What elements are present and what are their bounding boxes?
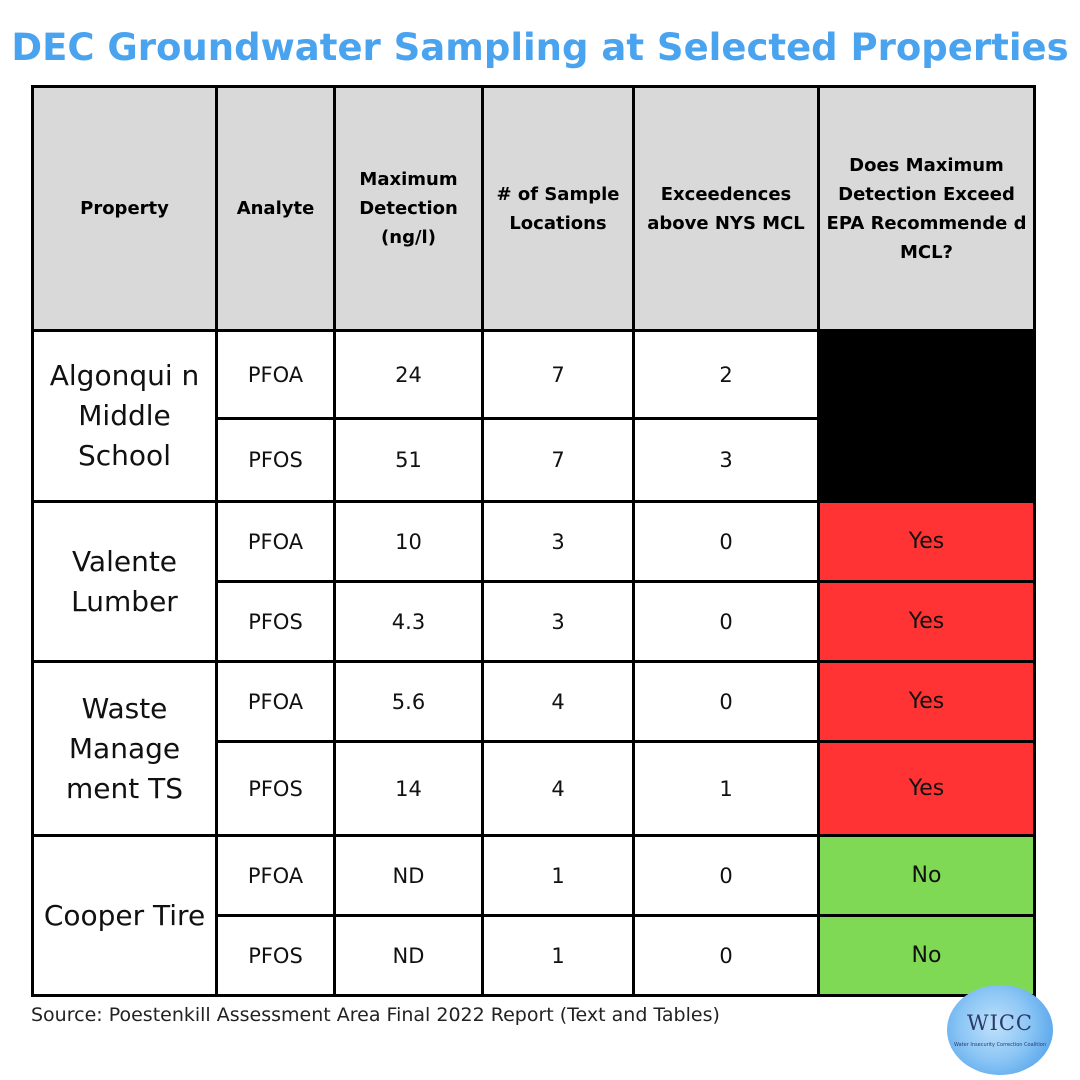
exceedences-cell: 0 [632,500,820,583]
property-cell: Waste Manage ment TS [31,660,218,837]
page-title: DEC Groundwater Sampling at Selected Pro… [11,26,1069,69]
max-detection-cell: 24 [333,329,484,420]
sample-locations-cell: 3 [481,580,635,663]
header-analyte: Analyte [215,85,336,332]
table-row: PFOS 14 4 1 Yes [33,740,1036,837]
table-row: PFOS ND 1 0 No [33,914,1036,997]
epa-exceed-cell: No [817,834,1036,917]
exceedences-cell: 1 [632,740,820,837]
epa-exceed-cell: No [817,914,1036,997]
sample-locations-cell: 3 [481,500,635,583]
property-cell: Cooper Tire [31,834,218,997]
table-row: Cooper Tire PFOA ND 1 0 No [31,834,1036,997]
sample-locations-cell: 1 [481,914,635,997]
analyte-cell: PFOA [215,500,336,583]
exceedences-cell: 0 [632,914,820,997]
sample-locations-cell: 4 [481,740,635,837]
property-cell: Valente Lumber [31,500,218,663]
epa-exceed-cell [817,329,1036,503]
table-row: Algonqui n Middle School PFOA 24 7 2 [31,329,1036,503]
epa-exceed-cell: Yes [817,580,1036,663]
max-detection-cell: 5.6 [333,660,484,743]
analyte-cell: PFOA [215,834,336,917]
logo-subtext: Water Insecurity Correction Coalition [954,1042,1046,1048]
sample-locations-cell: 7 [481,417,635,503]
exceedences-cell: 0 [632,660,820,743]
table-row: PFOS 4.3 3 0 Yes [33,580,1036,663]
analyte-cell: PFOS [215,914,336,997]
table-row: Valente Lumber PFOA 10 3 0 Yes [31,500,1036,663]
analyte-cell: PFOA [215,660,336,743]
exceedences-cell: 0 [632,834,820,917]
header-sample-locations: # of Sample Locations [481,85,635,332]
epa-exceed-cell: Yes [817,660,1036,743]
exceedences-cell: 2 [632,329,820,420]
sample-locations-cell: 4 [481,660,635,743]
max-detection-cell: 10 [333,500,484,583]
max-detection-cell: ND [333,914,484,997]
logo-text: WICC [966,1011,1033,1035]
header-row: Property Analyte Maximum Detection (ng/l… [31,85,1036,332]
wicc-logo: WICC Water Insecurity Correction Coaliti… [947,985,1053,1075]
sample-locations-cell: 1 [481,834,635,917]
table-row: PFOS 51 7 3 [33,417,1035,503]
source-note: Source: Poestenkill Assessment Area Fina… [31,1004,720,1026]
header-exceed-epa: Does Maximum Detection Exceed EPA Recomm… [817,85,1036,332]
max-detection-cell: 4.3 [333,580,484,663]
header-max-detection: Maximum Detection (ng/l) [333,85,484,332]
max-detection-cell: 14 [333,740,484,837]
header-exceedences: Exceedences above NYS MCL [632,85,820,332]
analyte-cell: PFOS [215,417,336,503]
exceedences-cell: 0 [632,580,820,663]
epa-exceed-cell: Yes [817,740,1036,837]
table-row: Waste Manage ment TS PFOA 5.6 4 0 Yes [31,660,1036,837]
epa-exceed-cell: Yes [817,500,1036,583]
analyte-cell: PFOA [215,329,336,420]
max-detection-cell: ND [333,834,484,917]
property-cell: Algonqui n Middle School [31,329,218,503]
header-property: Property [31,85,218,332]
sampling-table: Property Analyte Maximum Detection (ng/l… [31,85,1036,997]
max-detection-cell: 51 [333,417,484,503]
analyte-cell: PFOS [215,580,336,663]
exceedences-cell: 3 [632,417,820,503]
analyte-cell: PFOS [215,740,336,837]
sample-locations-cell: 7 [481,329,635,420]
